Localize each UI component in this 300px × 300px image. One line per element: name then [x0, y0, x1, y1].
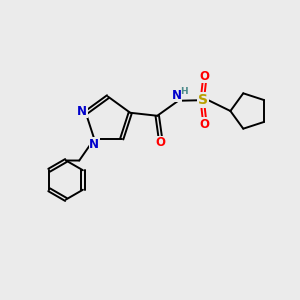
Text: S: S: [198, 93, 208, 107]
Text: N: N: [77, 105, 87, 118]
Text: O: O: [200, 118, 209, 131]
Text: N: N: [89, 138, 99, 151]
Text: O: O: [200, 70, 209, 83]
Text: H: H: [180, 87, 188, 96]
Text: N: N: [172, 89, 182, 102]
Text: O: O: [155, 136, 165, 149]
